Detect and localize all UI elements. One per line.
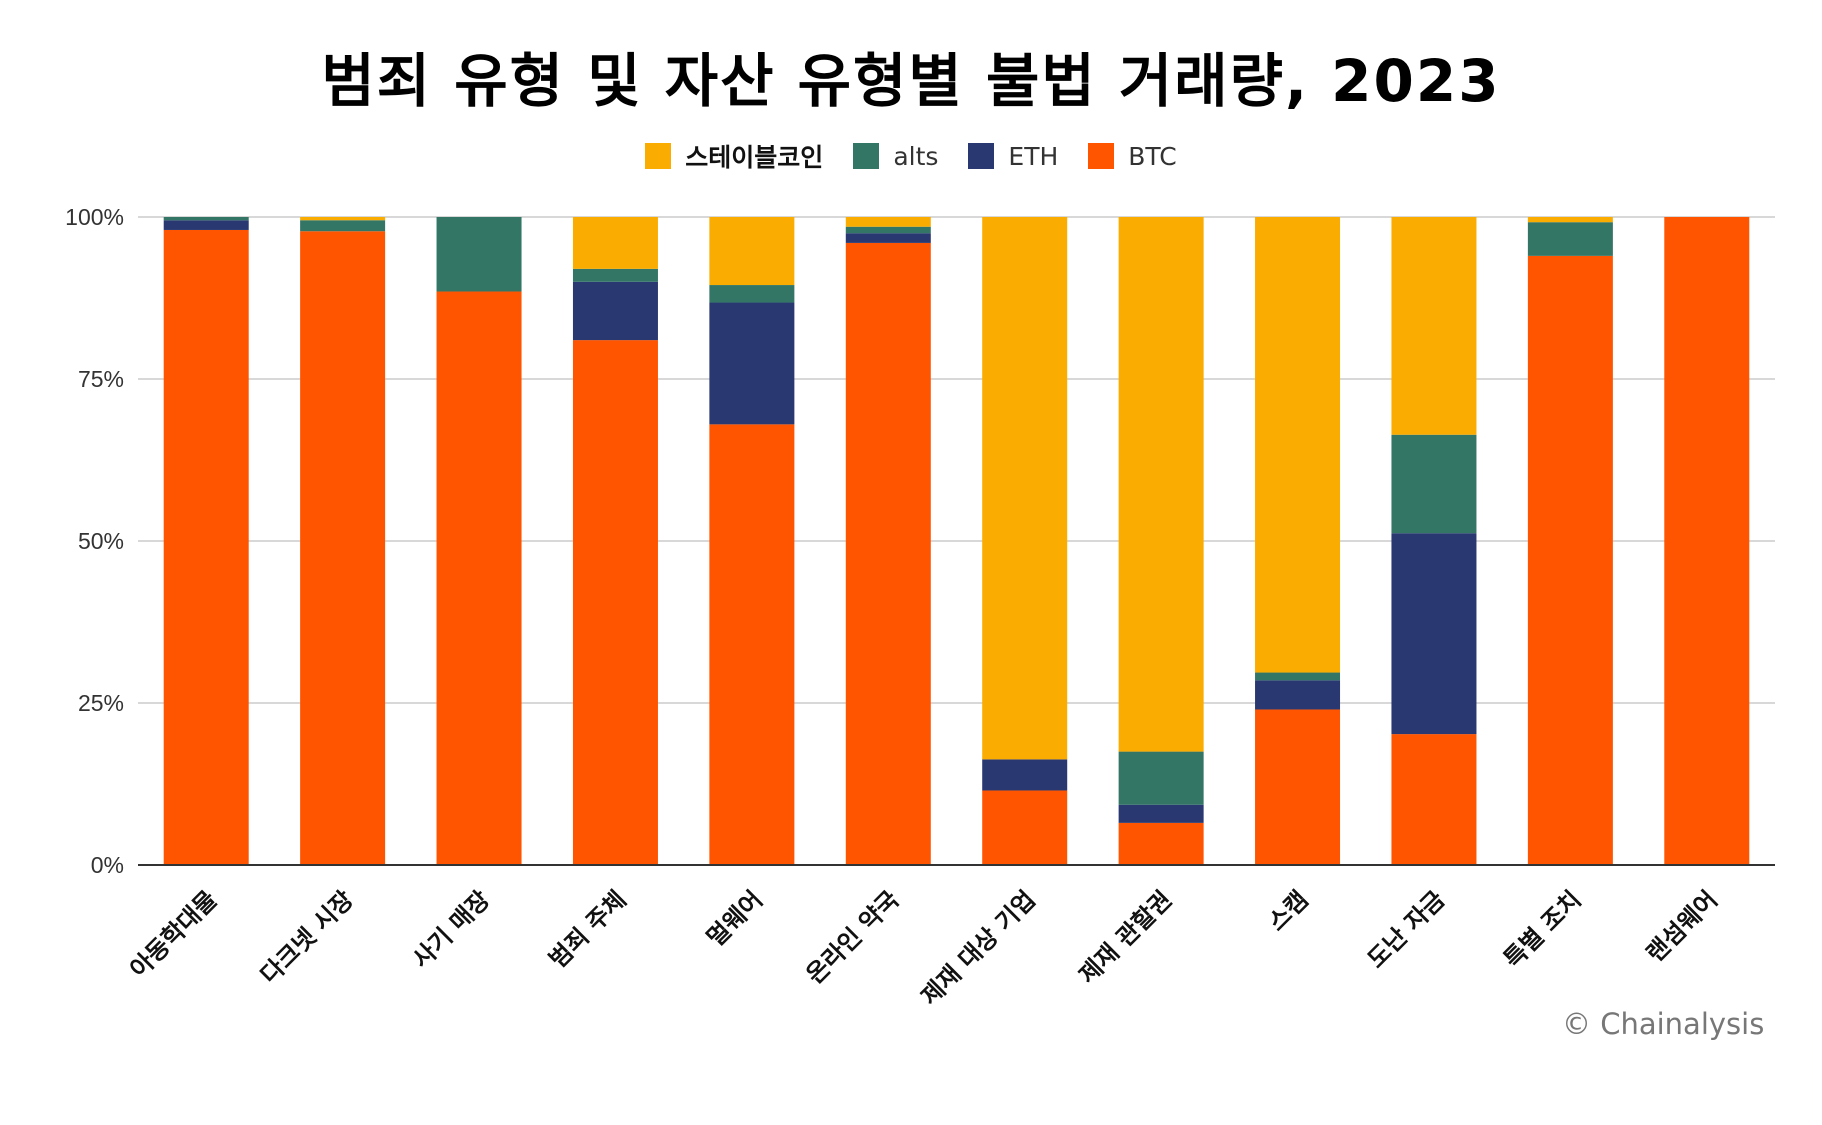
x-tick-label: 제재 관할권 xyxy=(1074,885,1178,989)
bar-segment-btc xyxy=(1391,734,1477,865)
bar-segment-스테이블코인 xyxy=(709,217,795,286)
legend-item-eth: ETH xyxy=(968,138,1058,174)
legend-swatch-eth xyxy=(968,143,995,169)
x-tick-label: 랜섬웨어 xyxy=(1641,885,1723,967)
bar-segment-btc xyxy=(1255,709,1341,865)
x-tick-label: 다크넷 시장 xyxy=(255,885,359,989)
chart-legend: 스테이블코인 alts ETH BTC xyxy=(0,138,1822,174)
bar-segment-alts xyxy=(1118,751,1204,805)
x-tick-label: 범죄 주체 xyxy=(544,885,632,973)
bar-segment-eth xyxy=(572,281,658,341)
bar-segment-btc xyxy=(1527,255,1613,865)
bar-segment-alts xyxy=(572,268,658,282)
x-tick-label: 도난 자금 xyxy=(1362,885,1450,973)
bar-segment-스테이블코인 xyxy=(1391,217,1477,435)
bar-segment-btc xyxy=(572,340,658,865)
bar-segment-eth xyxy=(845,233,931,243)
bar-segment-btc xyxy=(1664,217,1750,865)
bar-segment-alts xyxy=(436,217,522,292)
y-tick-label: 50% xyxy=(78,528,124,554)
bar-segment-btc xyxy=(845,242,931,866)
bar-segment-btc xyxy=(436,291,522,865)
legend-label-btc: BTC xyxy=(1128,141,1177,171)
bar-segment-alts xyxy=(300,220,386,232)
bar-segment-eth xyxy=(1255,680,1341,710)
x-tick-label: 온라인 약국 xyxy=(801,885,905,989)
bar-segment-btc xyxy=(709,424,795,865)
legend-label-eth: ETH xyxy=(1008,141,1059,171)
legend-item-alts: alts xyxy=(853,138,938,174)
legend-swatch-stablecoin xyxy=(645,143,672,169)
legend-swatch-alts xyxy=(853,143,880,169)
bar-segment-eth xyxy=(1391,533,1477,735)
legend-item-btc: BTC xyxy=(1088,138,1177,174)
bar-segment-스테이블코인 xyxy=(300,217,386,221)
bar-segment-alts xyxy=(709,285,795,303)
y-tick-label: 25% xyxy=(78,690,124,716)
grid-lines xyxy=(138,216,1775,704)
bar-segment-스테이블코인 xyxy=(1118,217,1204,752)
bar-segment-btc xyxy=(982,790,1068,865)
x-tick-label: 제재 대상 기업 xyxy=(916,885,1041,1010)
y-tick-label: 75% xyxy=(78,366,124,392)
bar-segment-eth xyxy=(163,220,249,230)
y-tick-label: 100% xyxy=(65,204,124,230)
x-tick-label: 멀웨어 xyxy=(701,885,768,952)
x-tick-label: 아동학대물 xyxy=(125,885,223,983)
chainalysis-credit: © Chainalysis xyxy=(1562,1007,1765,1041)
x-tick-label: 스캠 xyxy=(1263,885,1314,936)
y-tick-label: 0% xyxy=(91,852,124,878)
bar-segment-eth xyxy=(1118,804,1204,823)
bar-segment-스테이블코인 xyxy=(845,217,931,227)
bar-segment-eth xyxy=(982,759,1068,791)
bar-segment-alts xyxy=(1391,434,1477,534)
bar-segment-alts xyxy=(1255,672,1341,681)
legend-label-alts: alts xyxy=(893,141,939,171)
bar-segment-alts xyxy=(163,217,249,221)
x-tick-label: 사기 매장 xyxy=(407,885,495,973)
bar-segment-스테이블코인 xyxy=(982,217,1068,760)
x-tick-label: 특별 조치 xyxy=(1498,885,1586,973)
bar-segment-alts xyxy=(845,226,931,234)
bar-segment-스테이블코인 xyxy=(1255,217,1341,673)
legend-swatch-btc xyxy=(1088,143,1115,169)
bar-segment-스테이블코인 xyxy=(1527,217,1613,223)
legend-label-stablecoin: 스테이블코인 xyxy=(685,143,824,172)
bar-segment-eth xyxy=(709,302,795,425)
chart-title: 범죄 유형 및 자산 유형별 불법 거래량, 2023 xyxy=(321,47,1501,115)
bar-segment-btc xyxy=(1118,822,1204,865)
bars xyxy=(163,217,1750,866)
bar-segment-스테이블코인 xyxy=(572,217,658,269)
legend-item-stablecoin: 스테이블코인 xyxy=(645,138,823,174)
bar-segment-btc xyxy=(300,231,386,866)
bar-segment-alts xyxy=(1527,222,1613,256)
bar-segment-btc xyxy=(163,229,249,865)
